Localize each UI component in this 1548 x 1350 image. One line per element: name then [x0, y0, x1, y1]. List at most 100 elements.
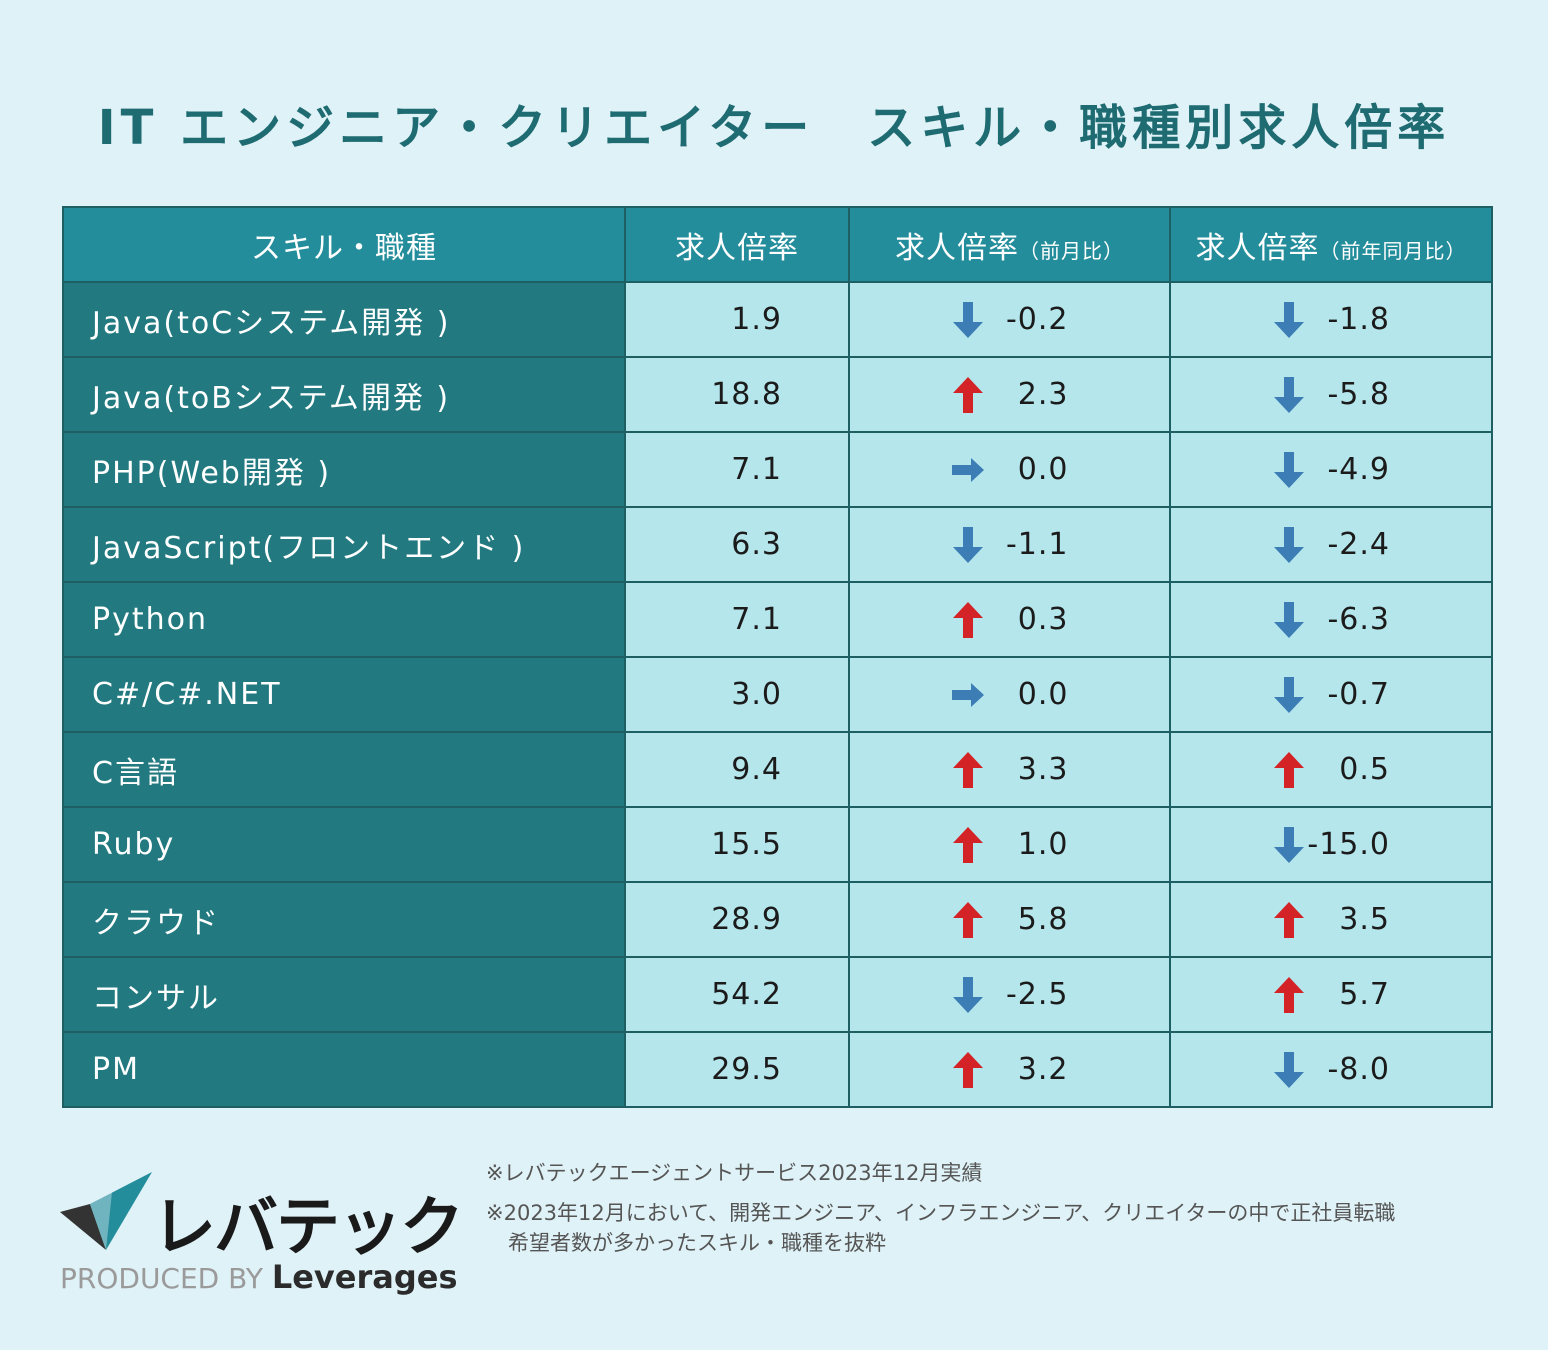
rate-cell: 28.9: [624, 881, 850, 958]
change-value: -15.0: [1307, 827, 1390, 862]
yoy-change-cell: -5.8: [1169, 356, 1493, 433]
arrow-down-icon: [952, 976, 983, 1013]
rate-cell: 7.1: [624, 581, 850, 658]
rate-value: 7.1: [731, 602, 782, 637]
arrow-right-icon: [951, 682, 984, 707]
change-value: 5.8: [1017, 902, 1069, 937]
yoy-change-cell: 3.5: [1169, 881, 1493, 958]
mom-change-cell: 2.3: [848, 356, 1171, 433]
rate-value: 29.5: [711, 1052, 782, 1087]
change-value: 0.5: [1339, 752, 1390, 787]
trend-icon: [1272, 601, 1306, 639]
arrow-up-icon: [952, 601, 983, 638]
rate-value: 7.1: [731, 452, 782, 487]
change-value: -4.9: [1327, 452, 1390, 487]
mom-change-cell: 0.0: [848, 431, 1171, 508]
skill-cell: C言語: [62, 731, 626, 808]
rate-cell: 3.0: [624, 656, 850, 733]
trend-icon: [1272, 976, 1306, 1014]
trend-icon: [951, 976, 985, 1014]
table-row: PHP(Web開発 ) 7.1 0.0 -4.9: [62, 431, 1493, 508]
trend-icon: [1272, 901, 1306, 939]
mom-change-cell: 5.8: [848, 881, 1171, 958]
trend-icon: [951, 676, 985, 714]
change-value: 0.0: [1017, 452, 1069, 487]
rate-cell: 15.5: [624, 806, 850, 883]
brand-name: レバテック: [152, 1191, 464, 1265]
skill-cell: PHP(Web開発 ): [62, 431, 626, 508]
change-value: 3.5: [1339, 902, 1390, 937]
trend-icon: [1272, 1051, 1306, 1089]
change-value: -1.1: [1005, 527, 1069, 562]
arrow-down-icon: [1274, 526, 1304, 563]
header-skill: スキル・職種: [62, 206, 626, 283]
table-row: コンサル 54.2 -2.5 5.7: [62, 956, 1493, 1033]
trend-icon: [1272, 376, 1306, 414]
arrow-up-icon: [952, 901, 983, 938]
skill-cell: Java(toCシステム開発 ): [62, 281, 626, 358]
table-row: Java(toCシステム開発 ) 1.9 -0.2 -1.8: [62, 281, 1493, 358]
arrow-up-icon: [1274, 901, 1304, 938]
trend-icon: [1272, 301, 1306, 339]
change-value: 1.0: [1017, 827, 1069, 862]
rate-value: 54.2: [711, 977, 782, 1012]
change-value: -5.8: [1327, 377, 1390, 412]
table-row: Python 7.1 0.3 -6.3: [62, 581, 1493, 658]
job-ratio-table: スキル・職種 求人倍率 求人倍率（前月比） 求人倍率（前年同月比） Java(t…: [62, 206, 1493, 1108]
change-value: -2.4: [1327, 527, 1390, 562]
yoy-change-cell: -6.3: [1169, 581, 1493, 658]
footnote-1: ※レバテックエージェントサービス2023年12月実績: [486, 1161, 983, 1185]
mom-change-cell: 0.0: [848, 656, 1171, 733]
arrow-down-icon: [1274, 301, 1304, 338]
mom-change-cell: 3.3: [848, 731, 1171, 808]
trend-icon: [951, 526, 985, 564]
footnote-2: ※2023年12月において、開発エンジニア、インフラエンジニア、クリエイターの中…: [486, 1201, 1396, 1225]
rate-value: 15.5: [711, 827, 782, 862]
rate-cell: 7.1: [624, 431, 850, 508]
arrow-up-icon: [952, 1051, 983, 1088]
rate-cell: 18.8: [624, 356, 850, 433]
mom-change-cell: -1.1: [848, 506, 1171, 583]
yoy-change-cell: -15.0: [1169, 806, 1493, 883]
table-body: Java(toCシステム開発 ) 1.9 -0.2 -1.8 Java(toBシステム開…: [62, 281, 1493, 1108]
arrow-down-icon: [1274, 376, 1304, 413]
skill-cell: Ruby: [62, 806, 626, 883]
arrow-down-icon: [1274, 676, 1304, 713]
trend-icon: [951, 826, 985, 864]
skill-cell: クラウド: [62, 881, 626, 958]
mom-change-cell: 3.2: [848, 1031, 1171, 1108]
company-name: Leverages: [271, 1258, 458, 1296]
table-row: クラウド 28.9 5.8 3.5: [62, 881, 1493, 958]
rate-value: 6.3: [731, 527, 782, 562]
rate-value: 9.4: [731, 752, 782, 787]
table-row: JavaScript(フロントエンド ) 6.3 -1.1 -2.4: [62, 506, 1493, 583]
arrow-up-icon: [1274, 751, 1304, 788]
rate-value: 3.0: [731, 677, 782, 712]
change-value: 5.7: [1339, 977, 1390, 1012]
skill-cell: Java(toBシステム開発 ): [62, 356, 626, 433]
rate-value: 28.9: [711, 902, 782, 937]
mom-change-cell: -2.5: [848, 956, 1171, 1033]
arrow-up-icon: [952, 376, 983, 413]
header-rate-yoy: 求人倍率（前年同月比）: [1169, 206, 1493, 283]
trend-icon: [951, 376, 985, 414]
trend-icon: [951, 901, 985, 939]
yoy-change-cell: -0.7: [1169, 656, 1493, 733]
arrow-down-icon: [1274, 826, 1304, 863]
mom-change-cell: 0.3: [848, 581, 1171, 658]
skill-cell: Python: [62, 581, 626, 658]
change-value: -0.2: [1005, 302, 1069, 337]
table-row: Ruby 15.5 1.0 -15.0: [62, 806, 1493, 883]
arrow-up-icon: [1274, 976, 1304, 1013]
rate-cell: 6.3: [624, 506, 850, 583]
rate-cell: 9.4: [624, 731, 850, 808]
change-value: 3.3: [1017, 752, 1069, 787]
table-row: Java(toBシステム開発 ) 18.8 2.3 -5.8: [62, 356, 1493, 433]
levtech-mark-icon: [60, 1172, 152, 1250]
skill-cell: コンサル: [62, 956, 626, 1033]
rate-cell: 1.9: [624, 281, 850, 358]
arrow-down-icon: [1274, 601, 1304, 638]
yoy-change-cell: -1.8: [1169, 281, 1493, 358]
change-value: 3.2: [1017, 1052, 1069, 1087]
mom-change-cell: 1.0: [848, 806, 1171, 883]
